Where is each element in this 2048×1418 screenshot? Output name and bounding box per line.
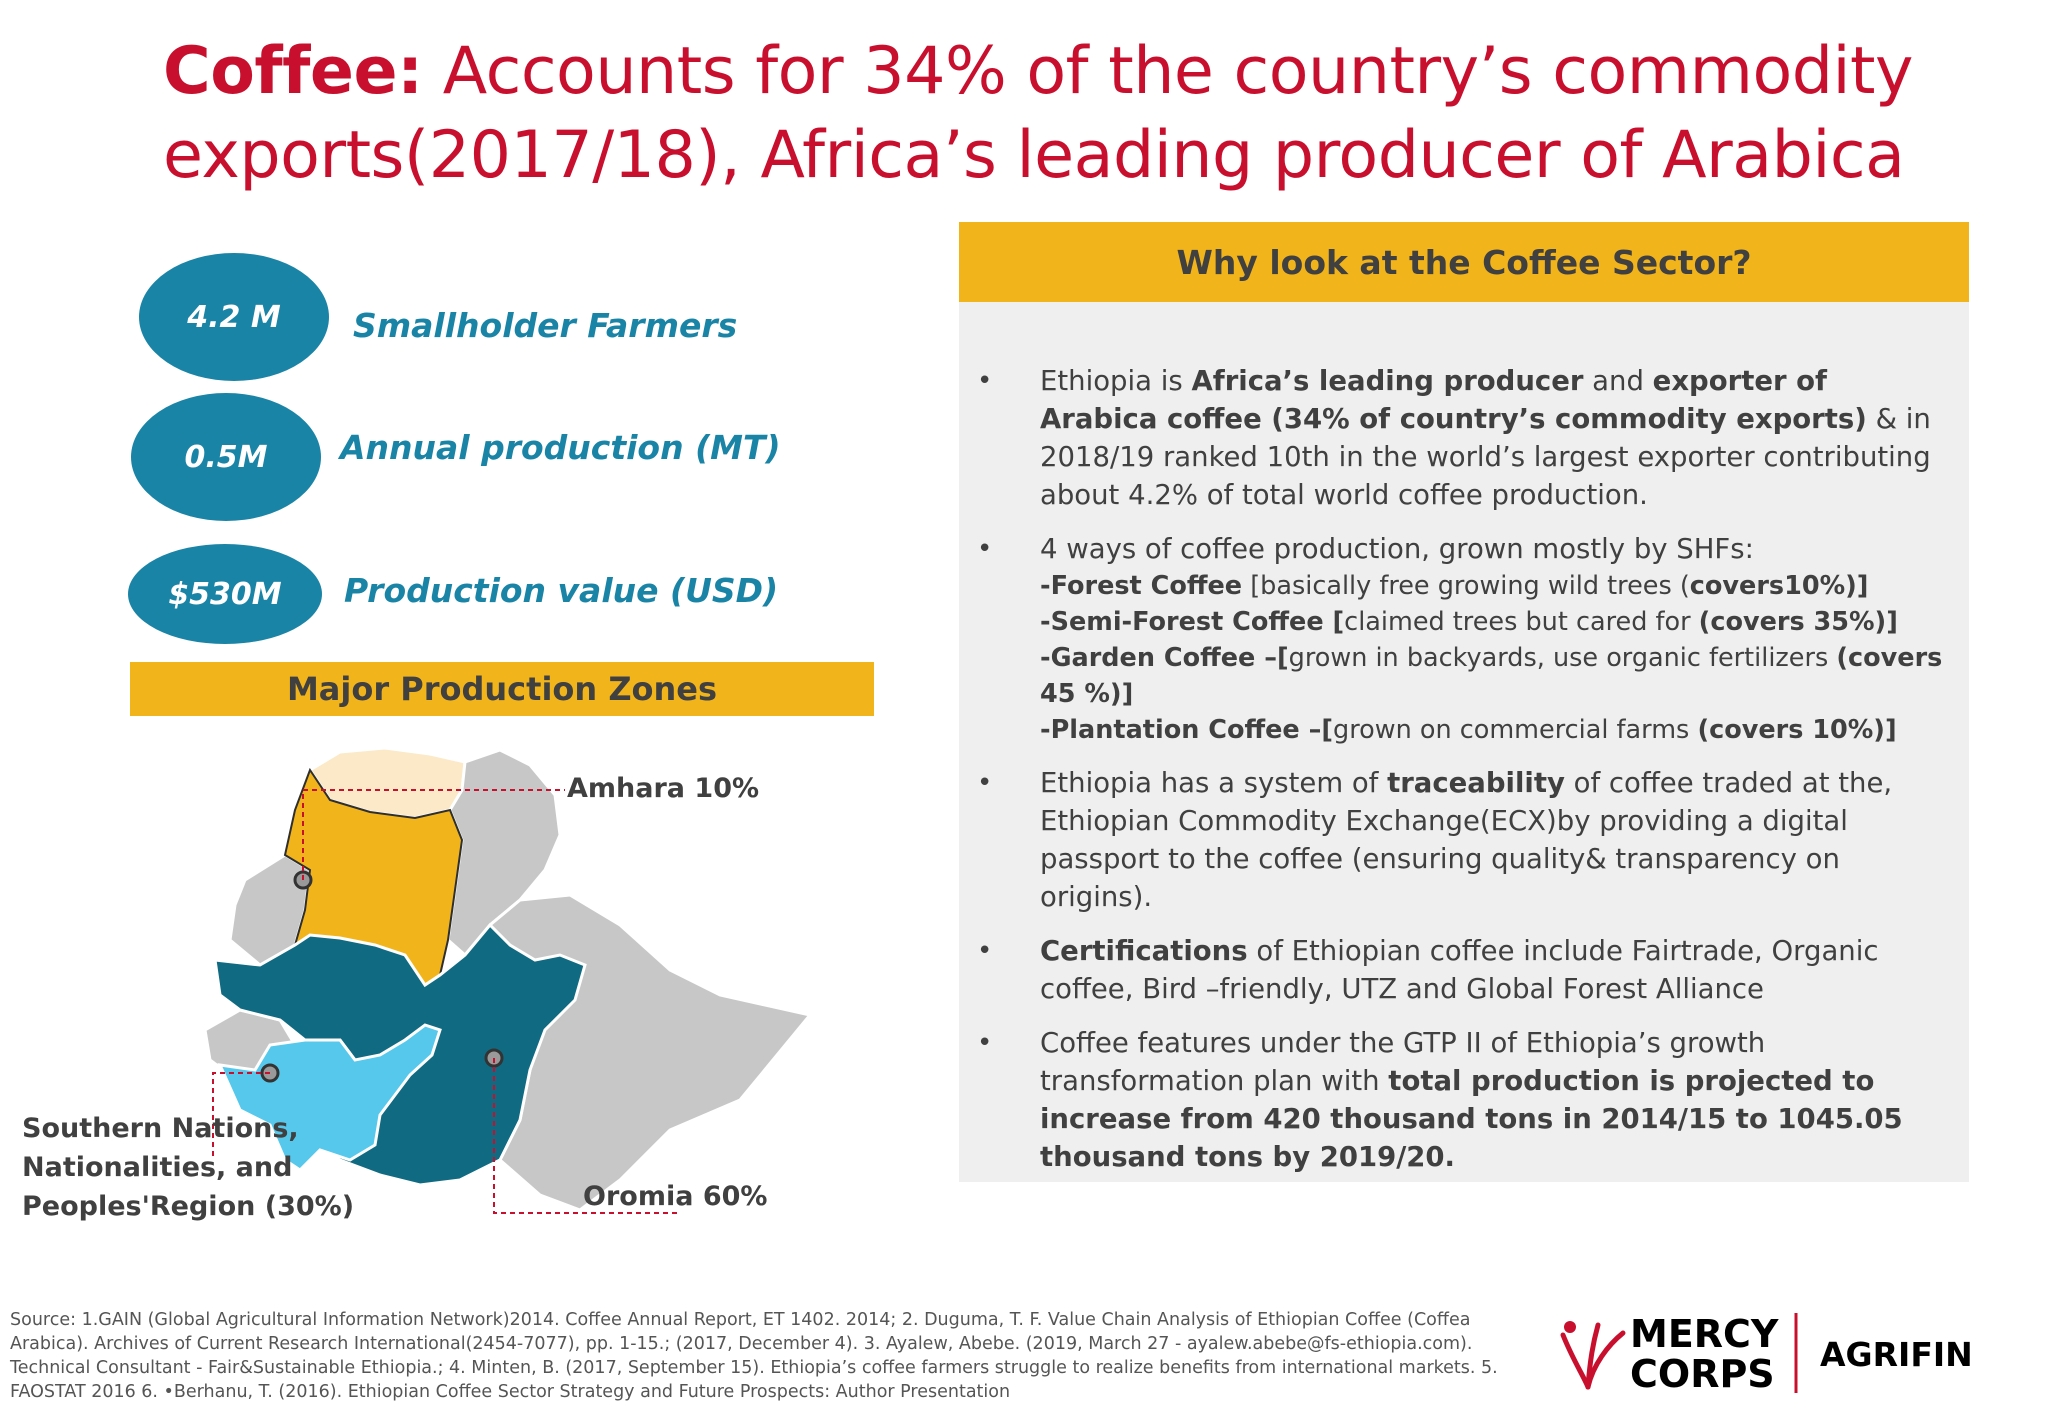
bullet-item-gtp: • Coffee features under the GTP II of Et… <box>975 1024 1950 1176</box>
bullet-dot: • <box>977 768 993 798</box>
way-desc: [basically free growing wild trees ( <box>1242 571 1690 601</box>
map-label-snnpr: Southern Nations, Nationalities, and Peo… <box>22 1109 354 1226</box>
bullet-item-traceability: • Ethiopia has a system of traceability … <box>975 764 1950 916</box>
map-label-amhara: Amhara 10% <box>567 773 760 804</box>
leader-amhara <box>302 789 565 880</box>
stat-farmers-label: Smallholder Farmers <box>353 306 738 345</box>
bullet-dot: • <box>977 1028 993 1058</box>
way-name: -Semi-Forest Coffee [ <box>1040 607 1345 637</box>
stat-production-label: Annual production (MT) <box>340 428 781 467</box>
bullet-bold: Certifications <box>1040 935 1248 967</box>
logo-corps: CORPS <box>1630 1352 1775 1395</box>
bullet-item-certifications: • Certifications of Ethiopian coffee inc… <box>975 932 1950 1008</box>
logo-mercy: MERCY <box>1630 1312 1779 1356</box>
bullet-bold: Africa’s leading producer <box>1191 365 1584 397</box>
bullet-item-leading-producer: • Ethiopia is Africa’s leading producer … <box>975 362 1950 514</box>
way-desc: grown in backyards, use organic fertiliz… <box>1288 643 1837 673</box>
bullet-dot: • <box>977 936 993 966</box>
leader-snnpr <box>212 1072 270 1160</box>
info-panel <box>959 222 1969 1182</box>
way-desc: grown on commercial farms <box>1333 715 1698 745</box>
bullet-bold: traceability <box>1387 767 1565 799</box>
bullet-text: Ethiopia is <box>1040 365 1192 397</box>
bullet-text: Ethiopia has a system of <box>1040 767 1388 799</box>
production-way-plantation: -Plantation Coffee –[grown on commercial… <box>1040 712 1950 748</box>
snnpr-line-3: Peoples'Region (30%) <box>22 1191 355 1222</box>
snnpr-line-1: Southern Nations, <box>22 1113 299 1144</box>
map-region-snnpr <box>217 1023 442 1172</box>
leader-oromia <box>493 1058 680 1214</box>
way-share: (covers 45 %)] <box>1040 643 1943 709</box>
bullet-text: of Ethiopian coffee include Fairtrade, O… <box>1040 935 1879 1005</box>
production-way-forest: -Forest Coffee [basically free growing w… <box>1040 568 1950 604</box>
way-name: -Forest Coffee <box>1040 571 1243 601</box>
way-desc: claimed trees but cared for <box>1344 607 1699 637</box>
logo-agrifin: AGRIFIN <box>1820 1335 1973 1374</box>
way-name: -Plantation Coffee –[ <box>1040 715 1334 745</box>
zones-header: Major Production Zones <box>130 662 874 716</box>
bullet-text: and <box>1583 365 1653 397</box>
bullet-bold: total production is projected to increas… <box>1040 1065 1903 1173</box>
map-label-oromia: Oromia 60% <box>583 1181 768 1212</box>
bullet-item-production-ways: • 4 ways of coffee production, grown mos… <box>975 530 1950 748</box>
stat-production-value: 0.5M <box>131 393 321 521</box>
production-way-garden: -Garden Coffee –[grown in backyards, use… <box>1040 640 1950 712</box>
way-name: -Garden Coffee –[ <box>1040 643 1289 673</box>
ethiopia-map <box>203 746 813 1214</box>
stat-value-label: Production value (USD) <box>344 571 779 610</box>
bullet-text: & in 2018/19 ranked 10th in the world’s … <box>1040 403 1931 511</box>
way-share: (covers 10%)] <box>1697 715 1897 745</box>
mercy-corps-agrifin-logo: MERCY CORPS AGRIFIN <box>1560 1312 1973 1395</box>
stat-farmers-value: 4.2 M <box>139 253 329 381</box>
panel-header: Why look at the Coffee Sector? <box>959 222 1969 302</box>
way-share: (covers 35%)] <box>1698 607 1898 637</box>
stat-value-value: $530M <box>128 544 322 644</box>
production-way-semi-forest: -Semi-Forest Coffee [claimed trees but c… <box>1040 604 1950 640</box>
bullet-dot: • <box>977 366 993 396</box>
source-footnote: Source: 1.GAIN (Global Agricultural Info… <box>10 1310 1498 1402</box>
bullet-text: of coffee traded at the, Ethiopian Commo… <box>1040 767 1893 913</box>
bullet-dot: • <box>977 534 993 564</box>
page-title: Coffee: Accounts for 34% of the country’… <box>163 30 1923 198</box>
bullet-text: 4 ways of coffee production, grown mostl… <box>1040 533 1754 565</box>
title-lead: Coffee: <box>163 34 423 109</box>
title-rest: Accounts for 34% of the country’s commod… <box>163 34 1914 193</box>
bullet-bold: exporter of Arabica coffee (34% of count… <box>1040 365 1867 435</box>
way-share: covers10%)] <box>1689 571 1869 601</box>
snnpr-line-2: Nationalities, and <box>22 1152 293 1183</box>
mercy-corps-flame-icon <box>1560 1321 1626 1390</box>
bullet-list: • Ethiopia is Africa’s leading producer … <box>975 362 1950 1192</box>
bullet-text: Coffee features under the GTP II of Ethi… <box>1040 1027 1766 1097</box>
